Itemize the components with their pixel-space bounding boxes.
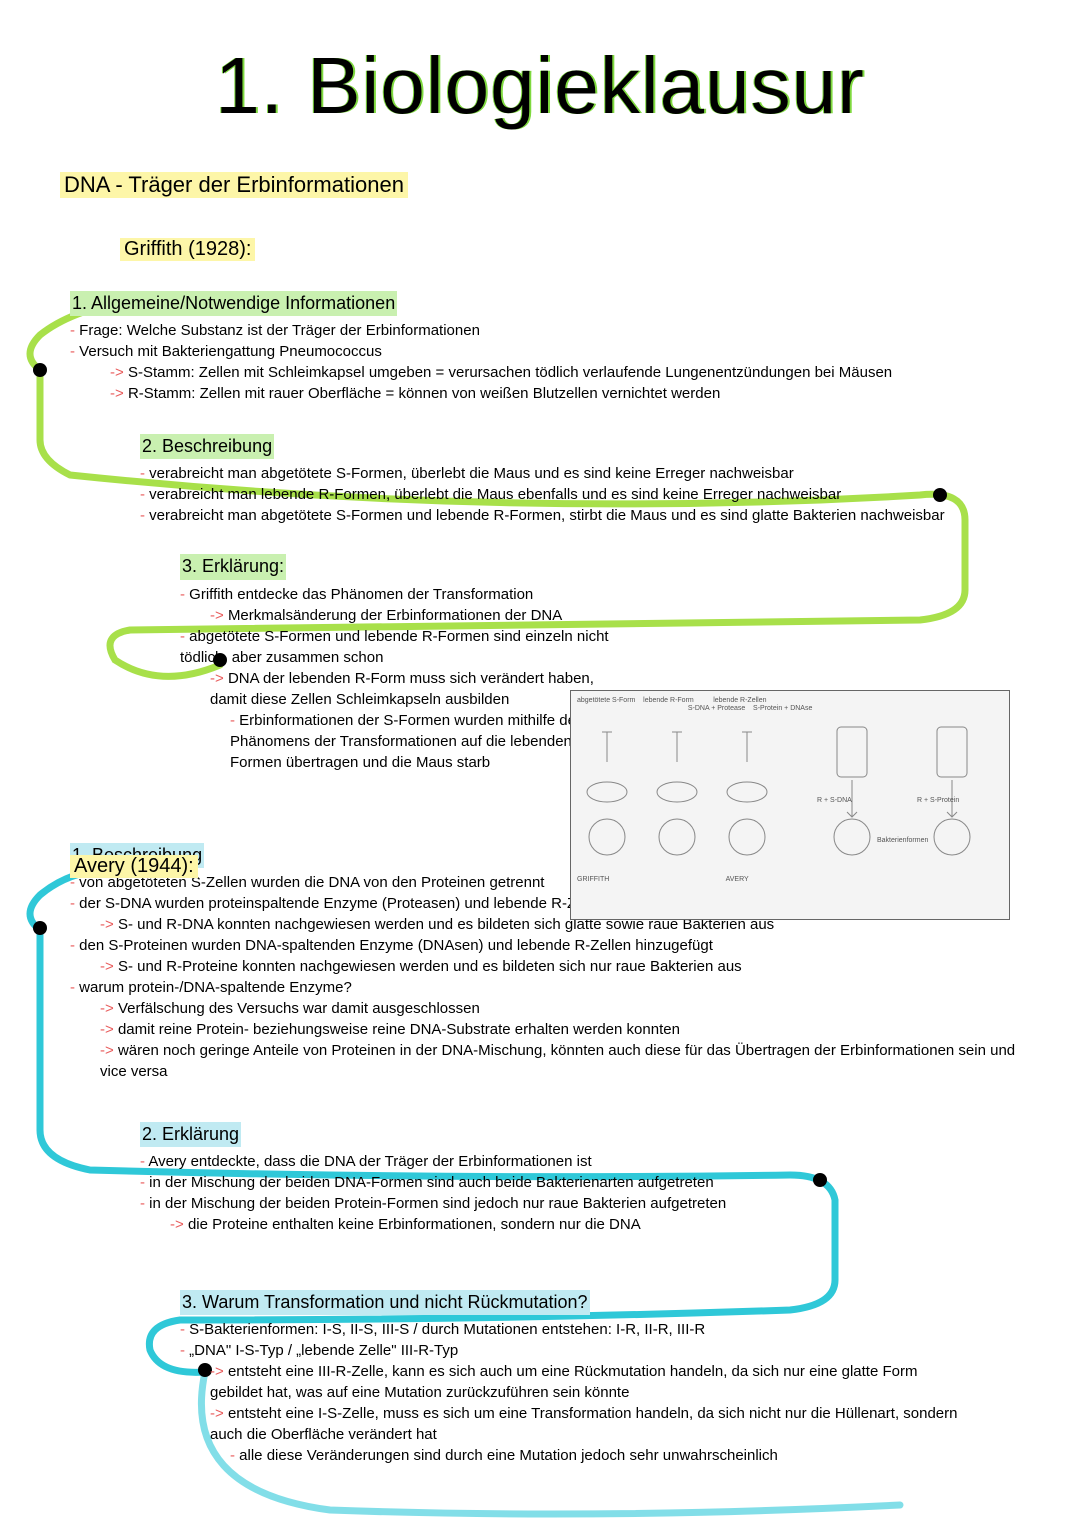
avery-section-2: 2. Erklärung - Avery entdeckte, dass die… — [140, 1122, 1040, 1235]
avery-heading: Avery (1944): — [70, 855, 198, 878]
section-title: 2. Erklärung — [140, 1122, 241, 1147]
griffith-section-3: 3. Erklärung: - Griffith entdecke das Ph… — [180, 554, 610, 772]
svg-text:R + S-DNA: R + S-DNA — [817, 797, 852, 804]
section-title: 2. Beschreibung — [140, 434, 274, 459]
griffith-heading: Griffith (1928): — [120, 238, 1040, 261]
griffith-section-1: 1. Allgemeine/Notwendige Informationen -… — [70, 291, 1040, 404]
griffith-section-2: 2. Beschreibung - verabreicht man abgetö… — [140, 434, 1040, 526]
chapter-heading: DNA - Träger der Erbinformationen — [60, 172, 1040, 198]
experiment-diagram: abgetötete S-Form lebende R-Form lebende… — [570, 690, 1010, 920]
section-title: 1. Allgemeine/Notwendige Informationen — [70, 291, 397, 316]
section-title: 3. Warum Transformation und nicht Rückmu… — [180, 1290, 590, 1315]
page-title: 1. Biologieklausur — [40, 40, 1040, 132]
svg-text:Bakterienformen: Bakterienformen — [877, 837, 928, 844]
svg-text:R + S-Protein: R + S-Protein — [917, 797, 959, 804]
section-title: 3. Erklärung: — [180, 554, 286, 579]
avery-section-3: 3. Warum Transformation und nicht Rückmu… — [180, 1290, 960, 1466]
